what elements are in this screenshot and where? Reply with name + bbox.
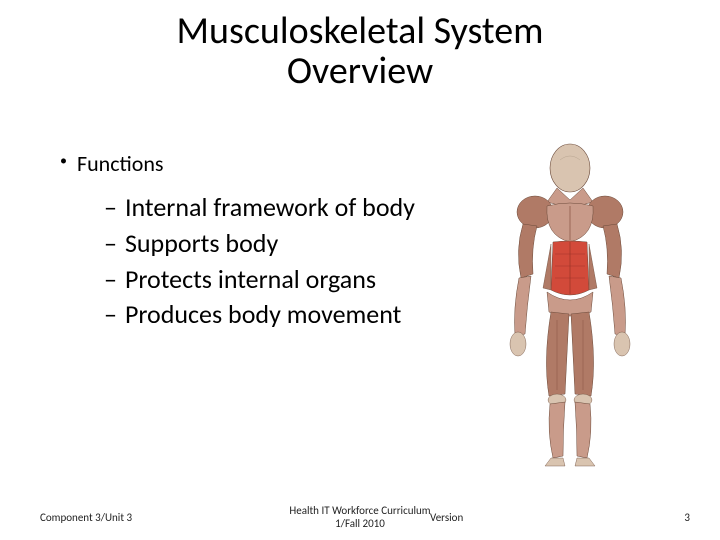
page-number: 3: [684, 511, 690, 524]
function-item: – Protects internal organs: [104, 263, 440, 297]
bullet-heading: • Functions: [60, 150, 440, 177]
function-text: Internal framework of body: [125, 191, 415, 225]
function-item: – Internal framework of body: [104, 191, 440, 225]
footer-center: Health IT Workforce Curriculum 1/Fall 20…: [0, 504, 720, 530]
dash-icon: –: [104, 298, 117, 332]
content-block: • Functions – Internal framework of body…: [60, 150, 440, 334]
dash-icon: –: [104, 191, 117, 225]
dash-icon: –: [104, 263, 117, 297]
footer-center-line2: 1/Fall 2010: [335, 517, 385, 530]
function-item: – Supports body: [104, 227, 440, 261]
bullet-heading-text: Functions: [77, 150, 164, 177]
bullet-dot-icon: •: [60, 150, 67, 172]
slide: Musculoskeletal System Overview • Functi…: [0, 0, 720, 540]
footer-version: Version: [430, 511, 463, 524]
dash-icon: –: [104, 227, 117, 261]
function-text: Produces body movement: [125, 298, 401, 332]
function-item: – Produces body movement: [104, 298, 440, 332]
function-text: Protects internal organs: [125, 263, 376, 297]
footer-center-line1: Health IT Workforce Curriculum: [289, 504, 430, 517]
anatomy-svg: [465, 140, 675, 470]
slide-title: Musculoskeletal System Overview: [0, 12, 720, 92]
function-text: Supports body: [125, 227, 278, 261]
title-line-2: Overview: [287, 48, 433, 94]
anatomy-figure: [465, 140, 675, 470]
